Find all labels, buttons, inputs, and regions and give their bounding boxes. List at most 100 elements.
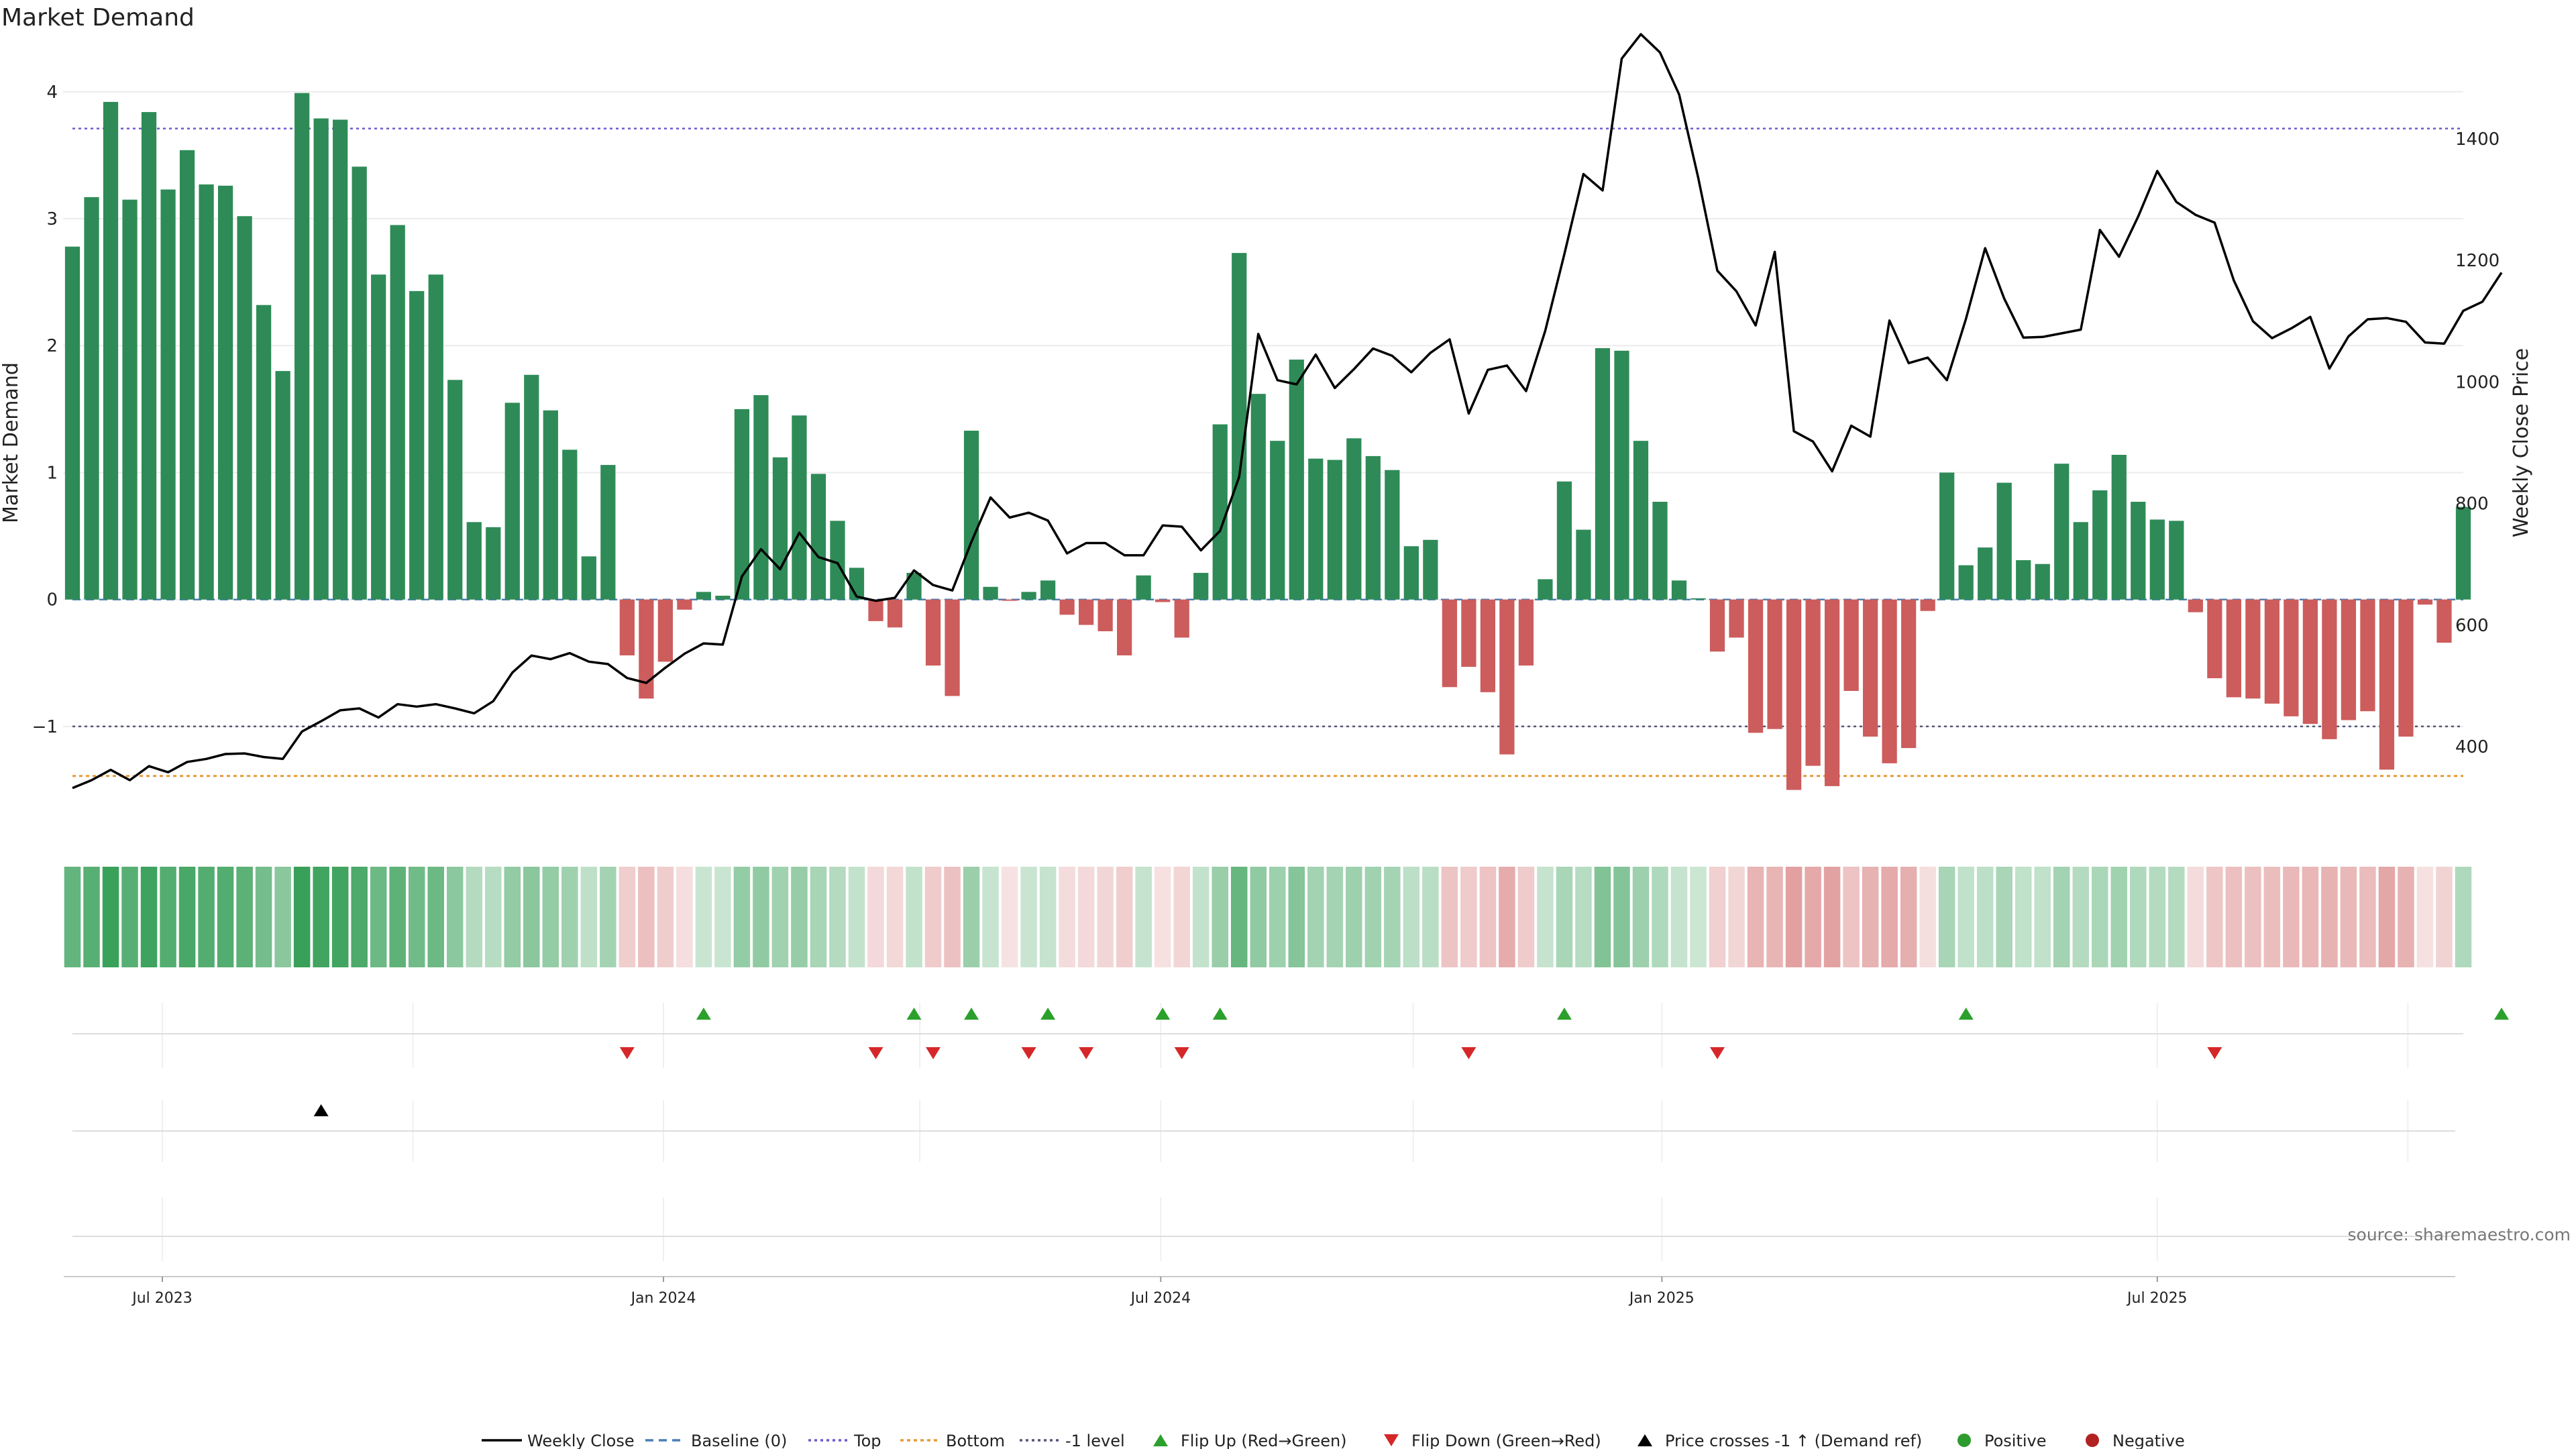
heat-cell — [466, 867, 483, 967]
legend-item: Bottom — [900, 1432, 1005, 1449]
legend-item: Positive — [1957, 1432, 2047, 1449]
legend: Weekly Close Baseline (0) Top Bottom -1 leve… — [482, 1432, 2185, 1449]
heat-cell — [1709, 867, 1726, 967]
legend-swatch-down — [1384, 1434, 1399, 1446]
demand-bar — [1136, 575, 1151, 600]
demand-bar — [734, 409, 750, 600]
heat-cell — [1212, 867, 1228, 967]
demand-bar — [141, 112, 157, 600]
flip-up-marker — [1212, 1008, 1228, 1020]
demand-bar — [925, 599, 941, 666]
demand-bar — [753, 395, 769, 600]
heat-cell — [1230, 867, 1248, 967]
heat-cell — [1670, 867, 1688, 967]
heat-cell — [657, 867, 674, 967]
legend-label: Baseline (0) — [691, 1432, 787, 1449]
heat-cell — [2378, 867, 2396, 967]
y-axis-label: Market Demand — [0, 362, 23, 523]
heat-cell — [753, 867, 769, 967]
demand-bar — [600, 465, 616, 600]
heat-cell — [1384, 867, 1401, 967]
heat-cell — [178, 867, 196, 967]
heat-cell — [427, 867, 444, 967]
demand-bar — [1021, 592, 1036, 600]
heat-cell — [236, 867, 253, 967]
y2-tick-label: 800 — [2455, 494, 2489, 515]
demand-bar — [1576, 529, 1591, 600]
heat-cell — [1039, 867, 1057, 967]
demand-bar — [1174, 599, 1189, 638]
heat-cell — [2283, 867, 2300, 967]
y2-tick-label: 1000 — [2455, 372, 2500, 392]
demand-bar — [887, 599, 903, 628]
price-cross-panel — [72, 1100, 2455, 1162]
heat-cell — [1517, 867, 1535, 967]
heat-cell — [1823, 867, 1841, 967]
demand-bar — [581, 556, 596, 600]
demand-bar — [2054, 464, 2070, 600]
demand-bar — [2149, 519, 2165, 600]
heat-cell — [1020, 867, 1037, 967]
demand-bar — [1863, 599, 1878, 737]
legend-item: Flip Up (Red→Green) — [1153, 1432, 1347, 1449]
flip-up-marker — [964, 1008, 979, 1020]
legend-label: Flip Up (Red→Green) — [1181, 1432, 1347, 1449]
heat-cell — [695, 867, 712, 967]
demand-bar — [103, 101, 119, 600]
heat-cell — [963, 867, 980, 967]
chart-title: Market Demand — [1, 4, 195, 32]
heat-cell — [2092, 867, 2108, 967]
flip-markers-panel — [72, 1003, 2510, 1068]
demand-bar — [1709, 599, 1725, 652]
heat-cell — [1001, 867, 1018, 967]
source-note: source: sharemaestro.com — [2348, 1225, 2571, 1244]
heat-cell — [1613, 867, 1630, 967]
flip-down-marker — [1021, 1047, 1036, 1059]
x-tick-label: Jul 2024 — [1130, 1290, 1191, 1307]
heat-cell — [1346, 867, 1362, 967]
demand-bar — [275, 371, 290, 600]
demand-bar — [1805, 599, 1821, 766]
heat-cell — [1805, 867, 1821, 967]
demand-bar — [2073, 522, 2088, 600]
demand-bar — [2455, 506, 2471, 600]
demand-bar — [352, 166, 367, 600]
heat-cell — [1403, 867, 1420, 967]
demand-bar — [963, 431, 979, 600]
demand-bar — [619, 599, 635, 655]
y2-axis-label: Weekly Close Price — [2510, 348, 2533, 537]
demand-bar — [122, 199, 138, 600]
heat-cell — [121, 867, 138, 967]
demand-bar — [1040, 580, 1056, 600]
demand-bar — [1729, 599, 1744, 638]
demand-bar — [2302, 599, 2318, 724]
heat-cell — [1059, 867, 1075, 967]
demand-bar — [1518, 599, 1534, 666]
y2-tick-label: 600 — [2455, 616, 2489, 636]
demand-bar — [1958, 565, 1974, 600]
heat-cell — [2302, 867, 2319, 967]
heat-cell — [1288, 867, 1305, 967]
heat-cell — [1154, 867, 1171, 967]
demand-bar — [2379, 599, 2395, 770]
demand-bar — [217, 185, 233, 600]
weekly-close-line-layer — [72, 33, 2503, 790]
demand-bar — [810, 474, 826, 600]
demand-bar — [524, 374, 539, 600]
heat-cell — [2398, 867, 2414, 967]
heat-cell — [1077, 867, 1095, 967]
demand-bar — [2207, 599, 2222, 679]
demand-bar — [657, 599, 673, 662]
demand-bar — [696, 592, 712, 600]
heat-cell — [293, 867, 311, 967]
flip-up-marker — [2494, 1008, 2510, 1020]
heat-cell — [408, 867, 425, 967]
y2-tick-label: 1200 — [2455, 251, 2500, 271]
demand-bar — [715, 596, 731, 600]
heat-cell — [255, 867, 272, 967]
heat-cell — [523, 867, 540, 967]
heat-cell — [389, 867, 406, 967]
demand-bar — [1117, 599, 1132, 655]
demand-bar — [1289, 360, 1304, 600]
heat-cell — [982, 867, 999, 967]
